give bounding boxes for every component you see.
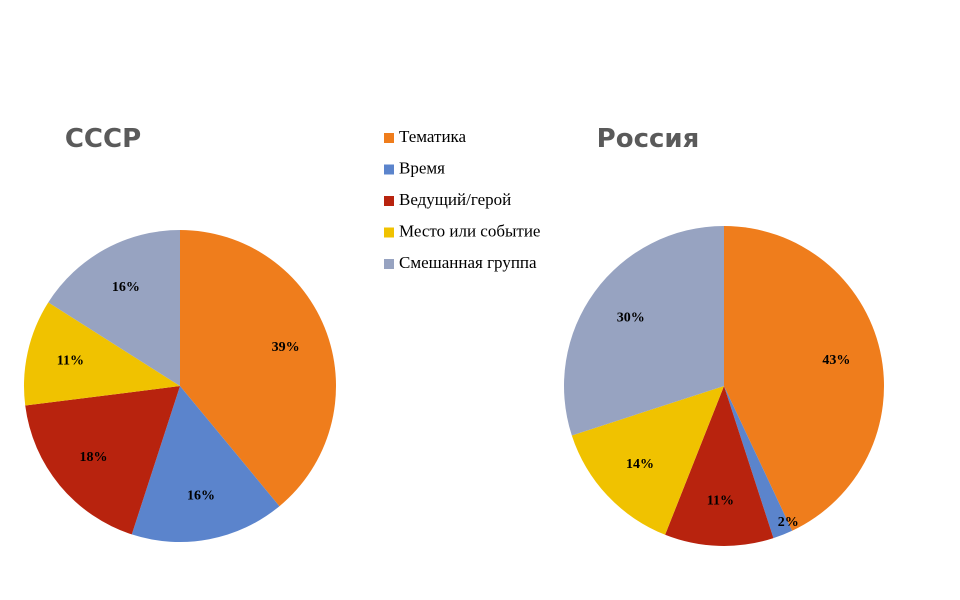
legend-label: Ведущий/герой [399, 190, 511, 209]
data-label: 2% [778, 515, 799, 530]
pie-slice [180, 230, 337, 507]
data-label: 16% [187, 489, 215, 504]
pie-slice [724, 226, 885, 531]
legend-swatch [384, 164, 394, 175]
data-label: 30% [617, 311, 645, 326]
data-label: 11% [57, 354, 84, 369]
chart-title: СССР [65, 124, 141, 154]
pie-slice [23, 302, 180, 406]
data-label: 18% [79, 450, 107, 465]
pie-slice [571, 386, 724, 535]
pie-slice [724, 386, 793, 539]
data-label: 43% [822, 353, 850, 368]
legend-swatch [384, 259, 394, 269]
data-label: 11% [707, 493, 734, 508]
legend-swatch [384, 133, 394, 143]
legend-label: Время [399, 158, 445, 177]
pie-slice [665, 386, 774, 546]
legend-label: Тематика [399, 127, 467, 146]
pie-slice [131, 386, 280, 542]
legend-swatch [384, 196, 394, 206]
legend-label: Смешанная группа [399, 253, 537, 272]
pie-slice [48, 230, 180, 386]
data-label: 16% [112, 280, 140, 295]
chart-title: Россия [597, 124, 700, 154]
data-label: 39% [272, 340, 300, 355]
pie-slice [25, 386, 181, 535]
legend-label: Место или событие [399, 221, 540, 240]
pie-slice [563, 226, 724, 436]
data-label: 14% [626, 457, 654, 472]
legend-swatch [384, 227, 394, 238]
